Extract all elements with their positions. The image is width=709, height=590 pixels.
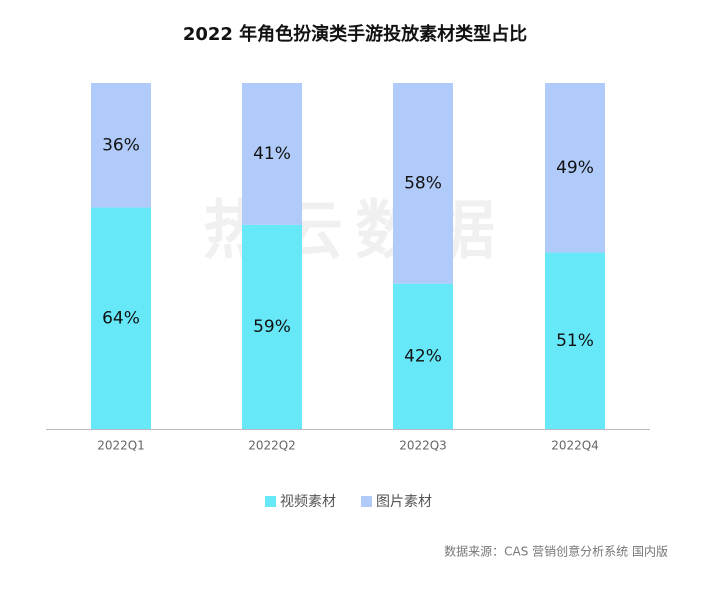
bar-segment [393, 83, 453, 284]
legend-label: 图片素材 [376, 494, 432, 510]
x-tick-label: 2022Q2 [248, 439, 296, 453]
bar-segment [393, 283, 453, 429]
legend-swatch [361, 496, 372, 507]
x-tick-label: 2022Q4 [551, 439, 599, 453]
bar-segment [91, 207, 151, 429]
data-label: 42% [404, 346, 442, 366]
legend-label: 视频素材 [280, 494, 336, 510]
data-label: 36% [102, 135, 140, 155]
source-note: 数据来源：CAS 营销创意分析系统 国内版 [444, 544, 668, 559]
data-label: 58% [404, 173, 442, 193]
bar-segment [242, 224, 302, 429]
x-tick-label: 2022Q3 [399, 439, 447, 453]
x-tick-label: 2022Q1 [97, 439, 145, 453]
bar-segment [242, 83, 302, 225]
data-label: 49% [556, 158, 594, 178]
bar-segment [91, 83, 151, 208]
bar-segment [545, 83, 605, 253]
data-label: 41% [253, 144, 291, 164]
bar-segment [545, 252, 605, 429]
data-label: 51% [556, 331, 594, 351]
data-label: 59% [253, 317, 291, 337]
chart-title: 2022 年角色扮演类手游投放素材类型占比 [183, 23, 527, 45]
data-label: 64% [102, 308, 140, 328]
legend-swatch [265, 496, 276, 507]
